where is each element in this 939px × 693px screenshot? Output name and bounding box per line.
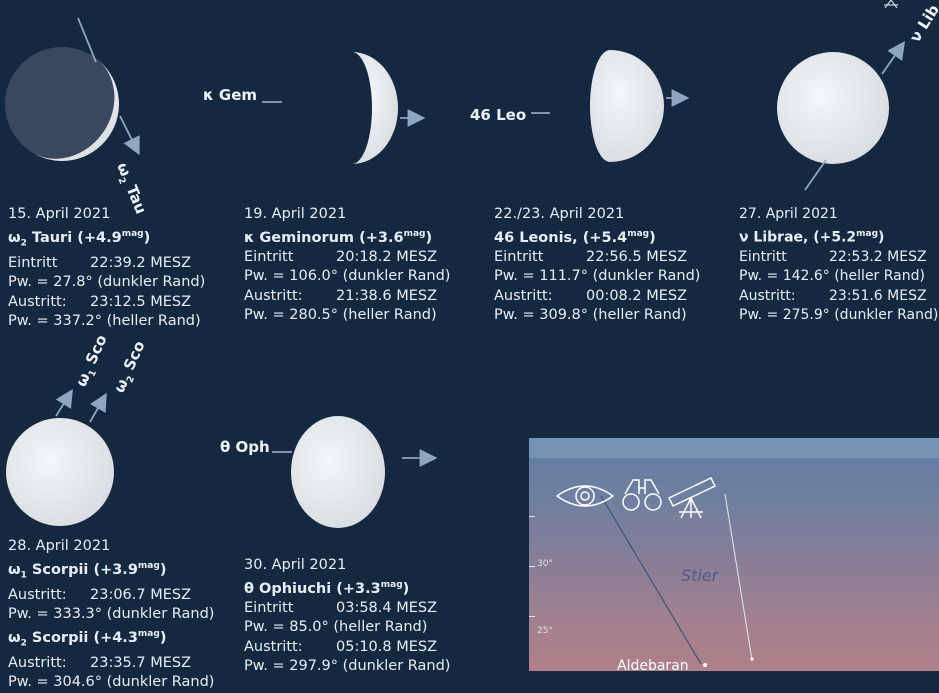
event-info-5: 28. April 2021 ω1 Scorpii (+3.9mag) Aust… bbox=[8, 538, 215, 691]
event-star: κ Geminorum (+3.6mag) bbox=[244, 228, 433, 246]
eye-icon bbox=[555, 485, 615, 507]
occultation-graphics bbox=[5, 0, 906, 528]
event-info-1: 15. April 2021 ω2 Tauri (+4.9mag) Eintri… bbox=[8, 206, 206, 330]
moon-5 bbox=[6, 418, 114, 526]
event-info-4: 27. April 2021 ν Librae, (+5.2mag) Eintr… bbox=[739, 206, 939, 324]
altitude-tick bbox=[529, 566, 535, 567]
event-date: 28. April 2021 bbox=[8, 538, 111, 554]
event-date: 19. April 2021 bbox=[244, 206, 347, 222]
event-star: 46 Leonis, (+5.4mag) bbox=[494, 228, 656, 246]
altitude-tick bbox=[529, 516, 535, 517]
star-label-aldebaran: Aldebaran bbox=[617, 658, 689, 674]
altitude-label-25: 25° bbox=[537, 626, 553, 636]
sky-graphics bbox=[555, 477, 754, 667]
event-star: ω2 Tauri (+4.9mag) bbox=[8, 228, 151, 249]
moon-1 bbox=[5, 47, 119, 161]
star-label-46-leo: 46 Leo bbox=[470, 106, 527, 124]
star-dot bbox=[750, 657, 754, 661]
moon-4 bbox=[777, 52, 889, 164]
moon-6 bbox=[291, 416, 385, 528]
telescope-icon-partial bbox=[884, 0, 898, 9]
altitude-label-30: 30° bbox=[537, 559, 553, 569]
binoculars-icon bbox=[622, 479, 662, 511]
constellation-label: Stier bbox=[681, 566, 719, 585]
event-star-b: ω2 Scorpii (+4.3mag) bbox=[8, 628, 167, 649]
event-date: 27. April 2021 bbox=[739, 206, 838, 222]
event-star: ν Librae, (+5.2mag) bbox=[739, 228, 885, 246]
altitude-tick bbox=[529, 616, 535, 617]
moon-3 bbox=[590, 50, 664, 162]
event-date: 15. April 2021 bbox=[8, 206, 111, 222]
event-date: 30. April 2021 bbox=[244, 557, 347, 573]
star-label-kappa-gem: κ Gem bbox=[203, 86, 257, 104]
star-label-theta-oph: θ Oph bbox=[220, 438, 270, 456]
event-info-3: 22./23. April 2021 46 Leonis, (+5.4mag) … bbox=[494, 206, 701, 324]
moon-2 bbox=[352, 52, 398, 164]
event-info-2: 19. April 2021 κ Geminorum (+3.6mag) Ein… bbox=[244, 206, 451, 324]
sky-top-band bbox=[529, 438, 939, 458]
event-date: 22./23. April 2021 bbox=[494, 206, 625, 222]
aldebaran-dot bbox=[703, 663, 707, 667]
sky-panel: 30° 25° Stier Aldebaran bbox=[529, 438, 939, 674]
event-star-a: ω1 Scorpii (+3.9mag) bbox=[8, 560, 167, 581]
track-line bbox=[77, 17, 97, 63]
event-star: θ Ophiuchi (+3.3mag) bbox=[244, 579, 410, 597]
track-arrow bbox=[119, 115, 140, 156]
event-info-6: 30. April 2021 θ Ophiuchi (+3.3mag) Eint… bbox=[244, 557, 451, 675]
telescope-icon bbox=[667, 477, 717, 519]
